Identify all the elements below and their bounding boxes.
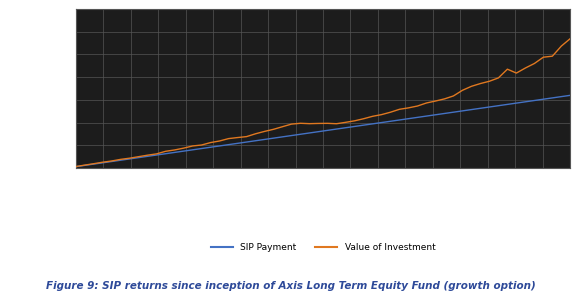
Text: Figure 9: SIP returns since inception of Axis Long Term Equity Fund (growth opti: Figure 9: SIP returns since inception of… [46, 281, 536, 291]
Legend: SIP Payment, Value of Investment: SIP Payment, Value of Investment [207, 239, 439, 256]
